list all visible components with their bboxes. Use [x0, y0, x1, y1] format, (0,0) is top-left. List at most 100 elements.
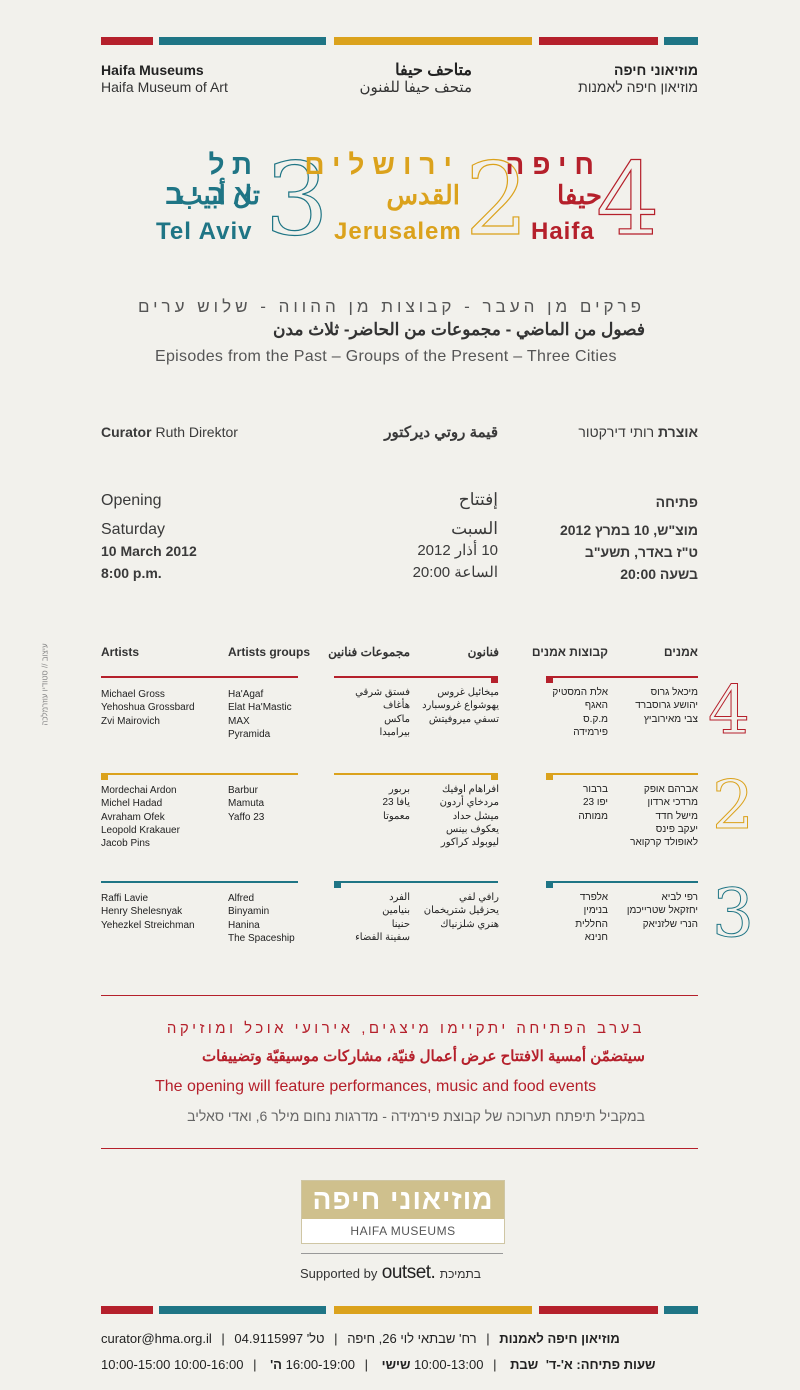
top-bar-teal-2 [664, 37, 698, 45]
row-haifa-mark-mid [491, 676, 498, 683]
footer-separator-6: | [253, 1357, 257, 1372]
city-haifa-he: חיפה [505, 149, 602, 180]
row-telaviv-rule-right [546, 881, 698, 883]
col-groups-he: קבוצות אמנים [531, 645, 608, 659]
finale-en: The opening will feature performances, m… [155, 1078, 597, 1095]
curator-ar: قيمة روتي ديركتور [384, 424, 498, 441]
header-ar-sub: متحف حيفا للفنون [359, 79, 472, 96]
row-haifa-rule-mid [334, 676, 498, 678]
subtitle-ar: فصول من الماضي - مجموعات من الحاضر- ثلاث… [273, 320, 645, 339]
col-artists-he: אמנים [663, 645, 698, 659]
footer-fri-label: שישי [381, 1357, 411, 1372]
row-jerusalem-rule-mid [334, 773, 498, 775]
city-telaviv-ar: تل أبيب [178, 180, 260, 210]
footer-sat-label: שבת [510, 1357, 539, 1372]
row-haifa-groups-ar: فستق شرقي هأغاف ماكس بيراميدا [355, 687, 410, 738]
row-telaviv-groups-ar: الفرد بنيامين حنينا سفينة الفضاء [355, 892, 410, 943]
footer-separator-4: | [493, 1357, 497, 1372]
finale-ar: سيتضمّن أمسية الافتتاح عرض أعمال فنيّة، … [202, 1048, 645, 1065]
city-jerusalem: 2 ירושלים القدس Jerusalem [304, 141, 530, 258]
row-jerusalem-artists-en: Mordechai Ardon Michel Hadad Avraham Ofe… [101, 785, 180, 850]
row-haifa-artists-en: Michael Gross Yehoshua Grossbard Zvi Mai… [101, 689, 195, 727]
footer-contact-line: curator@hma.org.il | טל' 04.9115997 | רח… [101, 1331, 698, 1346]
header-en-sub: Haifa Museum of Art [101, 79, 228, 95]
city-haifa: 4 חיפה حيفا Haifa [505, 141, 698, 258]
row-jerusalem-artists-ar: افراهام اوفيك مردخاي أردون ميشل حداد يعك… [439, 784, 499, 849]
top-bar-red-1 [101, 37, 153, 45]
footer-fri-time: 10:00-13:00 [414, 1357, 484, 1372]
opening-ar-date: 10 أذار 2012 [417, 542, 498, 559]
city-haifa-en: Haifa [531, 218, 595, 245]
row-haifa-mark-right [546, 676, 553, 683]
row-jerusalem-artists-he: אברהם אופק מרדכי ארדון מישל חדד יעקב פינ… [630, 784, 698, 849]
opening-ar-time: الساعة 20:00 [412, 564, 498, 581]
footer-week-time: 10:00-16:00 [174, 1357, 244, 1372]
opening-he-label: פתיחה [655, 494, 698, 510]
row-telaviv-artists-en: Raffi Lavie Henry Shelesnyak Yehezkel St… [101, 893, 195, 931]
row-haifa-rule-right [546, 676, 698, 678]
opening-en-date: 10 March 2012 [101, 543, 197, 559]
row-haifa-rule-left [101, 676, 298, 678]
city-jerusalem-en: Jerusalem [334, 218, 462, 245]
city-haifa-ar: حيفا [557, 180, 602, 210]
opening-ar-label: إفتتاح [458, 490, 498, 509]
header-en-title: Haifa Museums [101, 62, 204, 78]
logo-he: מוזיאוני חיפה [302, 1181, 504, 1219]
row-jerusalem-rule-left [101, 773, 298, 775]
city-haifa-number: 4 [595, 141, 660, 258]
row-jerusalem-groups-he: ברבור יפו 23 ממותה [578, 784, 608, 822]
sponsor-line: Supported by outset. בתמיכת [300, 1262, 510, 1284]
finale-top-divider [101, 995, 698, 996]
haifa-museums-logo: מוזיאוני חיפה HAIFA MUSEUMS [301, 1180, 505, 1244]
footer-hours-line: 10:00-15:00 שבת | 10:00-13:00 שישי | 16:… [101, 1357, 701, 1372]
finale-bottom-divider [101, 1148, 698, 1149]
opening-he-time: בשעה 20:00 [620, 566, 698, 582]
footer-separator-5: | [364, 1357, 369, 1372]
curator-he: אוצרת רותי דירקטור [540, 424, 698, 440]
subtitle-he: פרקים מן העבר - קבוצות מן ההווה - שלוש ע… [137, 297, 645, 316]
top-bar-teal-1 [159, 37, 326, 45]
opening-he-date: ט"ז באדר, תשע"ב [584, 544, 698, 560]
logo-en: HAIFA MUSEUMS [350, 1224, 456, 1238]
sponsor-supported-by: Supported by [300, 1266, 378, 1281]
footer-tue-label: ה' [270, 1357, 282, 1372]
city-telaviv: 3 תל אביב تل أبيب Tel Aviv [150, 149, 329, 250]
footer-separator-1: | [221, 1331, 225, 1346]
row-jerusalem-groups-en: Barbur Mamuta Yaffo 23 [228, 785, 265, 823]
row-haifa-groups-he: אלת המסטיק האגף מ.ק.ס פירמידה [552, 687, 608, 738]
row-telaviv-artists-he: רפי לביא יחזקאל שטרייכמן הנרי שלזניאק [626, 892, 698, 930]
opening-he: פתיחה מוצ"ש, 10 במרץ 2012 ט"ז באדר, תשע"… [520, 494, 698, 582]
row-haifa-number: 4 [708, 672, 751, 749]
row-telaviv-number: 3 [712, 875, 755, 952]
row-telaviv-groups-he: אלפרד בנימין החללית חנינא [575, 892, 608, 943]
opening-ar-day: السبت [451, 519, 498, 538]
footer-separator-3: | [486, 1331, 490, 1346]
finale-he: בערב הפתיחה יתקיימו מיצגים, אירועי אוכל … [166, 1020, 645, 1037]
subtitle-en: Episodes from the Past – Groups of the P… [155, 348, 617, 365]
row-haifa-artists-he: מיכאל גרוס יהושע גרוסברד צבי מאירוביץ [635, 687, 698, 725]
row-jerusalem-mark-right [546, 773, 553, 780]
opening-en-label: Opening [101, 492, 162, 509]
header-ar-title: متاحف حيفا [395, 62, 472, 79]
footer-separator-2: | [334, 1331, 338, 1346]
opening-en-time: 8:00 p.m. [101, 565, 162, 581]
top-bar-red-2 [539, 37, 658, 45]
opening-he-day: מוצ"ש, 10 במרץ 2012 [559, 522, 698, 538]
row-telaviv-rule-mid [334, 881, 498, 883]
opening-ar: إفتتاح السبت 10 أذار 2012 الساعة 20:00 [330, 490, 498, 581]
curator-en-label: Curator [101, 424, 152, 440]
row-telaviv-rule-left [101, 881, 298, 883]
city-jerusalem-number: 2 [464, 141, 529, 258]
row-jerusalem-number: 2 [712, 767, 755, 844]
city-telaviv-en: Tel Aviv [156, 218, 253, 245]
city-telaviv-he: תל אביב [165, 149, 260, 210]
col-artists-ar: فنانون [467, 645, 499, 659]
footer-email[interactable]: curator@hma.org.il [101, 1331, 212, 1346]
top-bar-gold [334, 37, 532, 45]
row-telaviv-mark-right [546, 881, 553, 888]
bottom-bar-teal-1 [159, 1306, 326, 1314]
footer-tue-time: 16:00-19:00 [285, 1357, 355, 1372]
bottom-bar-gold [334, 1306, 532, 1314]
footer-phone: טל' 04.9115997 [234, 1331, 325, 1346]
city-telaviv-number: 3 [264, 141, 329, 258]
